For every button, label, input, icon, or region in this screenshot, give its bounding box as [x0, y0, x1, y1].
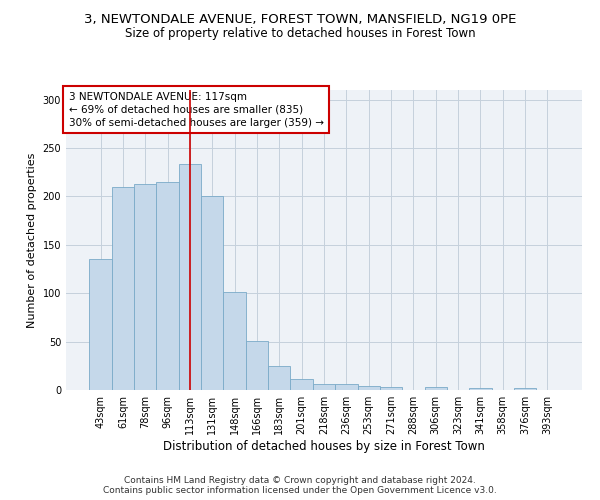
Bar	[89, 260, 112, 390]
Bar	[335, 384, 358, 390]
Bar	[469, 388, 491, 390]
Text: Size of property relative to detached houses in Forest Town: Size of property relative to detached ho…	[125, 28, 475, 40]
Bar	[246, 340, 268, 390]
Bar	[268, 366, 290, 390]
Bar	[179, 164, 201, 390]
Bar	[157, 182, 179, 390]
Bar	[134, 184, 157, 390]
Bar	[290, 380, 313, 390]
Bar	[514, 388, 536, 390]
Bar	[380, 387, 402, 390]
Bar	[112, 187, 134, 390]
Bar	[358, 386, 380, 390]
Text: 3 NEWTONDALE AVENUE: 117sqm
← 69% of detached houses are smaller (835)
30% of se: 3 NEWTONDALE AVENUE: 117sqm ← 69% of det…	[68, 92, 323, 128]
Text: Contains HM Land Registry data © Crown copyright and database right 2024.
Contai: Contains HM Land Registry data © Crown c…	[103, 476, 497, 495]
Bar	[425, 387, 447, 390]
Y-axis label: Number of detached properties: Number of detached properties	[27, 152, 37, 328]
Bar	[313, 384, 335, 390]
Bar	[223, 292, 246, 390]
Text: 3, NEWTONDALE AVENUE, FOREST TOWN, MANSFIELD, NG19 0PE: 3, NEWTONDALE AVENUE, FOREST TOWN, MANSF…	[84, 12, 516, 26]
X-axis label: Distribution of detached houses by size in Forest Town: Distribution of detached houses by size …	[163, 440, 485, 453]
Bar	[201, 196, 223, 390]
